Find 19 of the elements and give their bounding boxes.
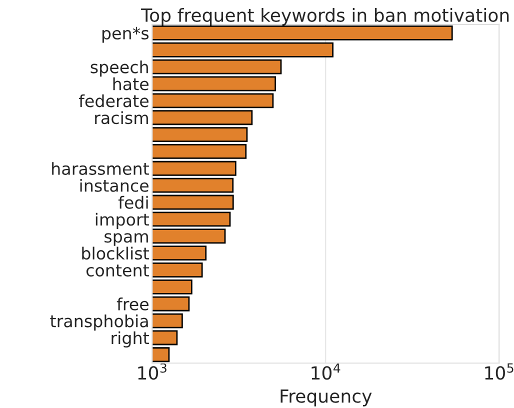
y-tick-label: spam bbox=[104, 233, 148, 246]
y-tick-label: import bbox=[96, 212, 149, 229]
chart-title: Top frequent keywords in ban motivation bbox=[141, 8, 509, 26]
y-tick-label: hate bbox=[113, 77, 148, 90]
x-tick-label: 10$^{4}$ bbox=[312, 363, 340, 380]
x-axis-title: Frequency bbox=[280, 389, 372, 406]
y-tick-label: speech bbox=[90, 60, 148, 77]
y-tick-label: pen*s bbox=[102, 26, 149, 43]
y-tick-label: federate bbox=[78, 94, 148, 108]
y-tick-label: content bbox=[86, 264, 149, 277]
y-tick-label: transphobia bbox=[50, 314, 148, 331]
y-tick-label: instance bbox=[80, 179, 148, 192]
y-tick-label: right bbox=[112, 331, 149, 348]
y-tick-label: free bbox=[116, 298, 148, 310]
y-tick-label: harassment bbox=[52, 162, 149, 175]
y-tick-label: blocklist bbox=[82, 246, 149, 260]
y-tick-label: fedi bbox=[118, 196, 148, 209]
y-tick-label: racism bbox=[95, 111, 148, 124]
x-tick-label: 10$^{5}$ bbox=[485, 363, 514, 380]
